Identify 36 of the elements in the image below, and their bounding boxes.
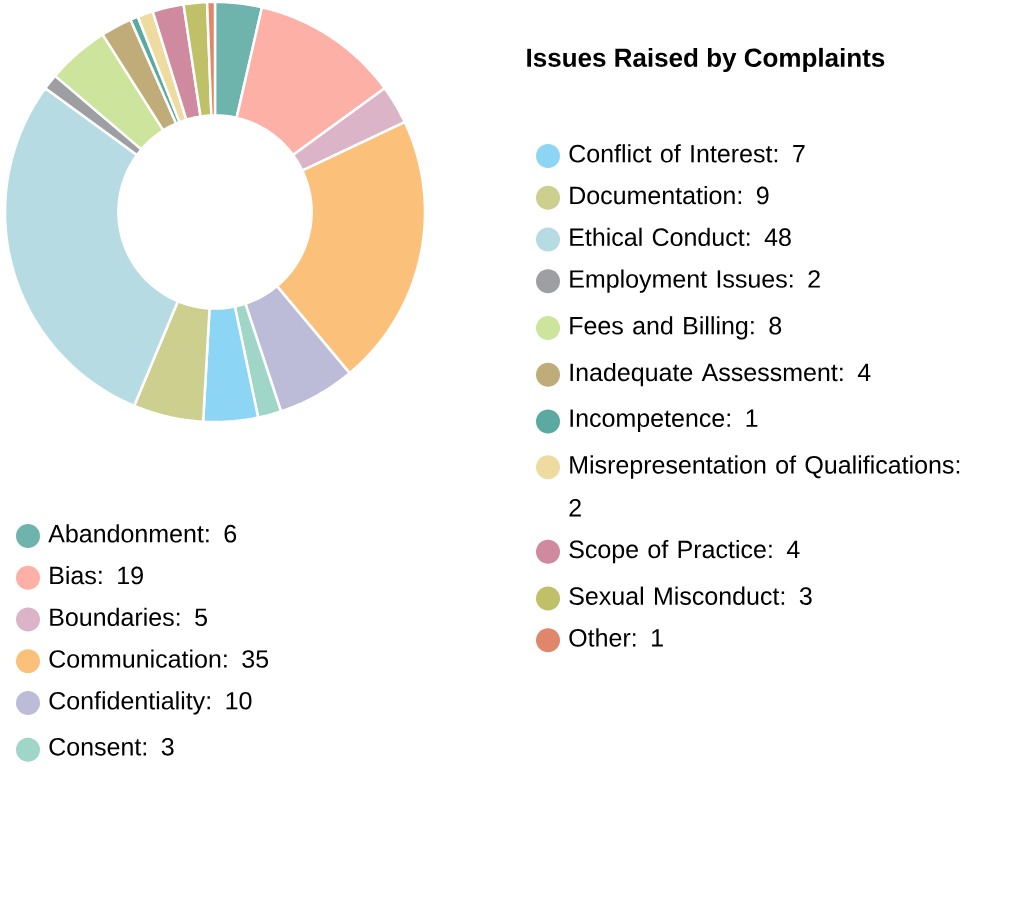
data-label: : 1 (727, 409, 758, 427)
text: Issues Raised by Complaints (527, 47, 885, 73)
text: 2 (569, 499, 581, 517)
data-label: : 2 (790, 270, 820, 288)
legend-label: Other (569, 628, 631, 647)
data-label: : 5 (176, 608, 207, 627)
data-label: : 10 (207, 691, 252, 710)
data-label: : 1 (633, 629, 663, 647)
legend-label: Communication (49, 649, 221, 668)
legend-label: Boundaries (50, 607, 174, 627)
legend-label: Consent (49, 737, 142, 756)
legend-label: Employment Issues (570, 269, 787, 293)
legend-label: Abandonment (48, 524, 204, 543)
legend-label: Confidentiality (49, 691, 206, 715)
data-label: : 4 (769, 540, 800, 558)
data-label: : 3 (143, 737, 174, 756)
data-label: : 4 (840, 363, 871, 381)
data-label: : 9 (738, 186, 769, 205)
data-label: : 35 (224, 650, 269, 668)
legend-label: Bias (50, 565, 96, 585)
legend-label: Misrepresentation of Qualifications (570, 455, 954, 479)
legend-label: Scope of Practice (569, 539, 766, 564)
data-label: : 48 (746, 228, 791, 247)
data-label: : 19 (99, 566, 143, 585)
data-label: : 6 (206, 524, 237, 543)
data-label: : 3 (781, 587, 812, 605)
legend-label: Inadequate Assessment (570, 362, 838, 387)
legend-label: Ethical Conduct (570, 227, 745, 247)
legend-label: Conflict of Interest (569, 144, 773, 163)
data-label: : 7 (774, 145, 805, 163)
text: : (956, 460, 960, 474)
legend-label: Sexual Misconduct (569, 586, 780, 605)
legend-label: Incompetence (570, 409, 725, 432)
legend-label: Fees and Billing (570, 316, 748, 340)
data-label: : 8 (751, 316, 782, 335)
legend-label: Documentation (570, 185, 735, 205)
